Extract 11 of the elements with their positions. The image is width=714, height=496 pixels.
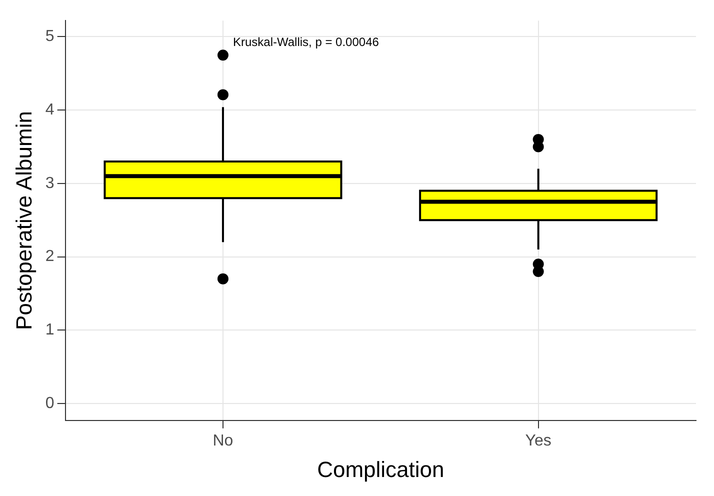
annotation: Kruskal-Wallis, p = 0.00046 — [232, 34, 380, 49]
y-tick-label: 0 — [45, 394, 54, 412]
y-tick-label: 2 — [45, 248, 54, 266]
x-axis-title: Complication — [317, 456, 444, 482]
y-tick-label: 4 — [45, 102, 54, 119]
y-tick-label: 3 — [45, 174, 54, 192]
y-tick-label: 5 — [45, 28, 54, 46]
y-axis-title: Postoperative Albumin — [11, 111, 36, 330]
x-tick-label: No — [212, 432, 234, 450]
x-tick-label: Yes — [525, 432, 552, 450]
y-tick-label: 1 — [45, 322, 54, 339]
